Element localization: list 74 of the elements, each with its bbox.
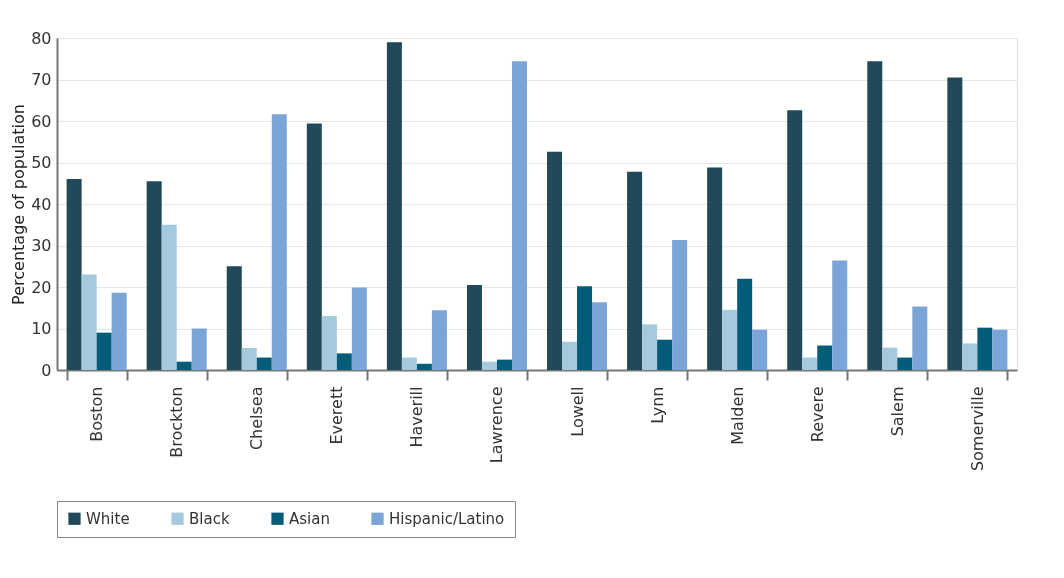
y-tick-label: 60 <box>31 111 52 131</box>
x-tick-label: Salem <box>887 386 907 437</box>
bar <box>81 274 97 370</box>
bar <box>672 240 688 370</box>
bar <box>466 284 482 370</box>
bar <box>737 278 753 370</box>
bar <box>787 110 803 370</box>
x-tick-label: Lynn <box>647 386 667 424</box>
bar <box>226 266 242 370</box>
y-tick-label: 20 <box>31 277 52 297</box>
bar <box>176 361 192 370</box>
y-axis-title: Percentage of population <box>9 104 29 305</box>
bar <box>977 327 993 370</box>
x-tick-label: Chelsea <box>247 386 267 451</box>
bar <box>386 42 402 370</box>
y-tick-label: 30 <box>31 236 52 255</box>
bar <box>496 359 512 370</box>
legend-label: White <box>86 509 130 528</box>
x-tick-label: Somerville <box>967 386 987 472</box>
bar <box>832 260 848 370</box>
bar <box>897 357 913 370</box>
x-tick-label: Malden <box>727 386 747 445</box>
bar <box>752 329 768 370</box>
x-tick-label: Boston <box>87 386 107 442</box>
legend-label: Asian <box>289 509 330 528</box>
x-tick-label: Everett <box>327 386 347 445</box>
bar <box>912 306 928 370</box>
bar <box>802 357 818 370</box>
x-tick-label: Revere <box>807 386 827 443</box>
bar <box>431 310 447 370</box>
bar <box>722 309 738 370</box>
y-tick-label: 40 <box>31 194 52 214</box>
legend-label: Hispanic/Latino <box>389 509 505 528</box>
bar <box>511 61 527 370</box>
bar <box>146 181 162 370</box>
bar <box>351 287 367 370</box>
x-tick-label: Haverill <box>407 386 427 448</box>
bar <box>66 179 82 370</box>
bar <box>642 324 658 370</box>
bar <box>481 361 497 370</box>
bar <box>882 347 898 370</box>
bar <box>947 77 963 370</box>
y-tick-label: 80 <box>31 28 52 48</box>
bar <box>707 167 723 370</box>
bar <box>577 286 593 370</box>
x-tick-label: Lawrence <box>487 386 507 464</box>
bar <box>241 348 257 370</box>
bar <box>96 332 112 370</box>
bar <box>416 363 432 370</box>
legend-label: Black <box>189 509 230 528</box>
y-tick-label: 50 <box>31 153 52 172</box>
bar <box>592 302 608 370</box>
bar <box>867 61 883 370</box>
bar <box>627 171 643 370</box>
bar <box>336 353 352 370</box>
bar <box>817 345 833 370</box>
bar <box>962 343 978 370</box>
bar <box>401 357 417 370</box>
bar <box>306 123 322 370</box>
bar <box>657 339 673 370</box>
bar <box>161 224 177 370</box>
bar <box>191 328 207 370</box>
y-tick-label: 70 <box>31 70 52 89</box>
y-tick-label: 0 <box>41 360 52 380</box>
bar <box>547 151 563 370</box>
bar <box>111 292 127 370</box>
x-tick-label: Lowell <box>567 386 587 437</box>
x-tick-label: Brockton <box>167 386 187 458</box>
bar <box>271 114 287 370</box>
bar <box>256 357 272 370</box>
y-tick-label: 10 <box>31 319 52 338</box>
bar <box>992 329 1008 370</box>
bar <box>562 341 578 370</box>
bar <box>321 316 337 370</box>
